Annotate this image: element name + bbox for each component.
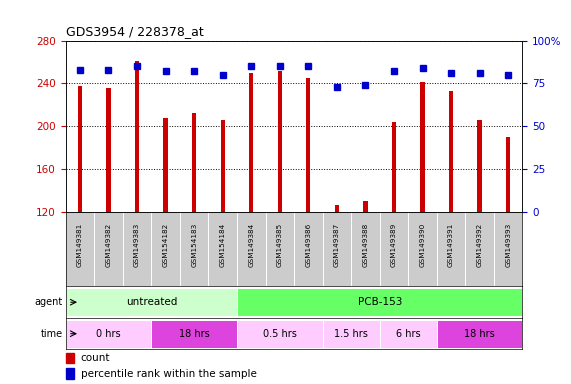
Text: GSM149381: GSM149381 — [77, 223, 83, 267]
Text: count: count — [81, 353, 110, 363]
Text: time: time — [41, 329, 63, 339]
FancyBboxPatch shape — [237, 288, 522, 316]
Text: PCB-153: PCB-153 — [357, 297, 402, 307]
Bar — [506, 137, 510, 212]
Text: GSM149391: GSM149391 — [448, 223, 454, 267]
Text: GSM149392: GSM149392 — [477, 223, 482, 267]
Bar — [363, 201, 368, 212]
Text: GSM149389: GSM149389 — [391, 223, 397, 267]
Text: GSM154184: GSM154184 — [220, 223, 226, 267]
Bar — [78, 86, 82, 212]
Text: 1.5 hrs: 1.5 hrs — [334, 329, 368, 339]
Text: GSM149388: GSM149388 — [363, 223, 368, 267]
Text: GSM149387: GSM149387 — [334, 223, 340, 267]
Text: GSM149384: GSM149384 — [248, 223, 254, 267]
Bar — [335, 205, 339, 212]
Text: untreated: untreated — [126, 297, 177, 307]
FancyBboxPatch shape — [66, 288, 237, 316]
Text: GSM149385: GSM149385 — [277, 223, 283, 267]
Bar — [477, 120, 482, 212]
Bar — [278, 71, 282, 212]
Text: GSM149382: GSM149382 — [106, 223, 111, 267]
FancyBboxPatch shape — [151, 319, 237, 348]
FancyBboxPatch shape — [237, 319, 323, 348]
Bar — [420, 82, 425, 212]
Text: GSM149393: GSM149393 — [505, 223, 511, 267]
Text: GSM154182: GSM154182 — [163, 223, 168, 267]
FancyBboxPatch shape — [66, 319, 151, 348]
Bar — [392, 122, 396, 212]
Text: 6 hrs: 6 hrs — [396, 329, 421, 339]
Text: percentile rank within the sample: percentile rank within the sample — [81, 369, 256, 379]
Bar — [192, 113, 196, 212]
Text: GSM149386: GSM149386 — [305, 223, 311, 267]
FancyBboxPatch shape — [323, 319, 380, 348]
Text: agent: agent — [35, 297, 63, 307]
Bar — [106, 88, 111, 212]
Text: GSM154183: GSM154183 — [191, 223, 197, 267]
Bar — [220, 120, 225, 212]
Text: GSM149390: GSM149390 — [420, 223, 425, 267]
Text: 0.5 hrs: 0.5 hrs — [263, 329, 297, 339]
Text: 18 hrs: 18 hrs — [179, 329, 210, 339]
Bar — [449, 91, 453, 212]
FancyBboxPatch shape — [380, 319, 437, 348]
Bar — [66, 368, 74, 379]
Bar — [135, 61, 139, 212]
Bar — [66, 353, 74, 363]
Bar — [306, 78, 311, 212]
Text: 18 hrs: 18 hrs — [464, 329, 495, 339]
Text: 0 hrs: 0 hrs — [96, 329, 121, 339]
Text: GSM149383: GSM149383 — [134, 223, 140, 267]
Text: GDS3954 / 228378_at: GDS3954 / 228378_at — [66, 25, 203, 38]
FancyBboxPatch shape — [437, 319, 522, 348]
Bar — [163, 118, 168, 212]
Bar — [249, 73, 254, 212]
